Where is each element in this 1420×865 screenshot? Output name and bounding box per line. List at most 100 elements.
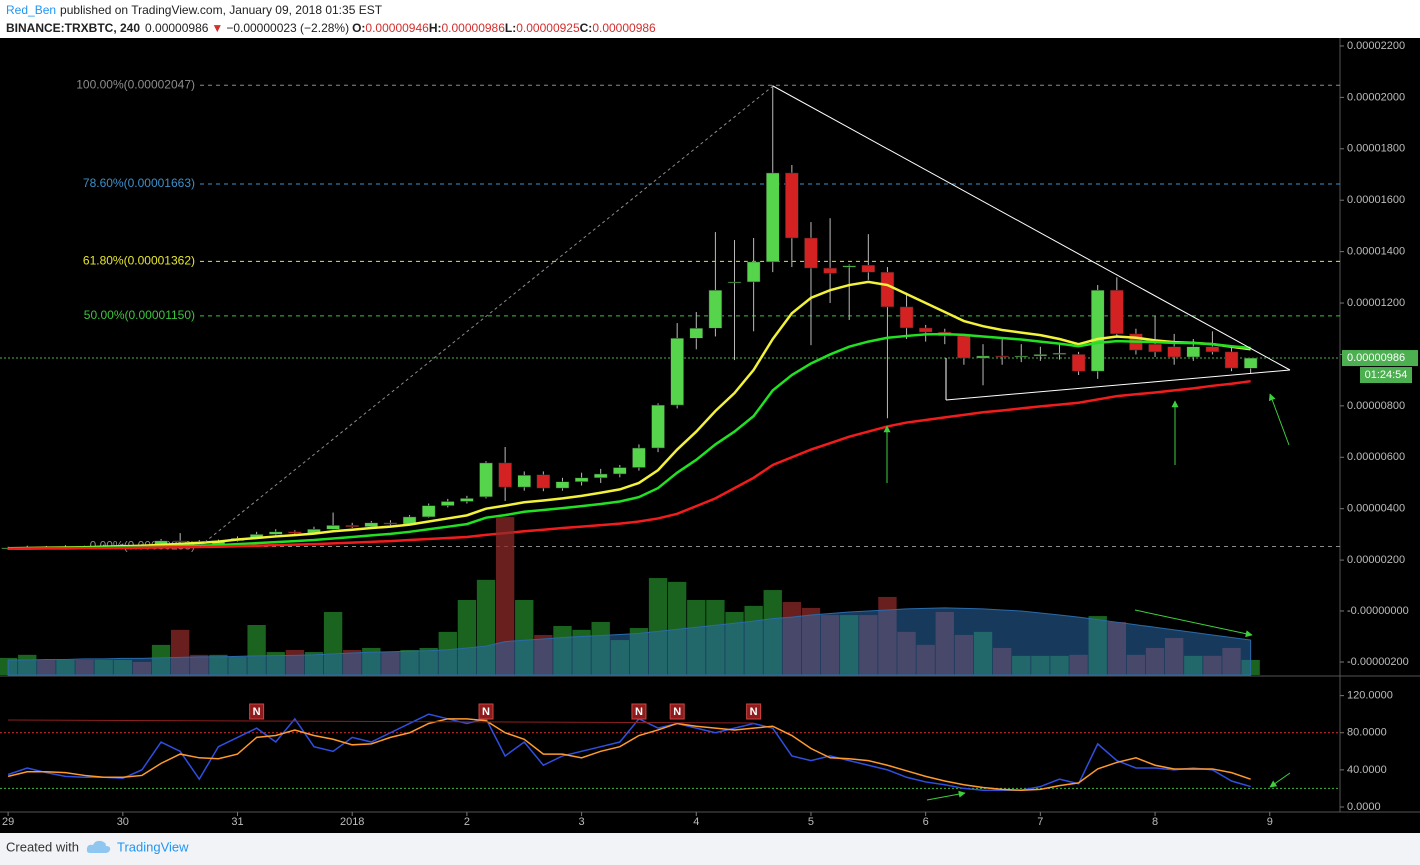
ohlc-value: 0.00000986 <box>592 21 656 35</box>
marker-label: N <box>673 706 681 718</box>
triangle-line <box>772 85 1291 371</box>
candle-body <box>899 306 914 329</box>
candle-body <box>1148 343 1162 353</box>
drawings <box>7 85 1291 801</box>
candle-body <box>670 337 684 406</box>
divergence-line <box>7 719 755 724</box>
header-line-1: Red_Ben published on TradingView.com, Jan… <box>6 3 383 17</box>
fib-label: 50.00%(0.00001150) <box>84 308 195 322</box>
arrow <box>1134 609 1253 638</box>
x-tick-label: 3 <box>579 816 585 828</box>
x-tick-label: 8 <box>1152 816 1158 828</box>
candle-body <box>613 467 627 475</box>
ohlc-key: C: <box>580 21 593 35</box>
marker-box <box>249 703 265 720</box>
y-tick-label: 0.00001200 <box>1347 297 1405 309</box>
y-tick-label: 0.0000 <box>1347 801 1381 813</box>
marker-box <box>746 703 762 720</box>
candle-body <box>785 172 799 239</box>
candle-body <box>1033 354 1048 357</box>
marker-label: N <box>482 706 490 718</box>
candle-body <box>326 525 340 530</box>
published: published on TradingView.com, January 09… <box>60 3 383 17</box>
author[interactable]: Red_Ben <box>6 3 56 17</box>
candle-body <box>1052 352 1067 355</box>
candle-body <box>861 264 876 273</box>
candle-body <box>268 531 283 535</box>
fib-label: 61.80%(0.00001362) <box>83 254 195 268</box>
candle-body <box>383 522 398 525</box>
x-tick-label: 31 <box>231 816 243 828</box>
x-tick-label: 2 <box>464 816 470 828</box>
candle-body <box>1090 289 1105 372</box>
candle-body <box>727 281 742 284</box>
change: −0.00000023 (−2.28%) <box>226 21 349 35</box>
ohlc-key: L: <box>505 21 516 35</box>
tradingview-brand[interactable]: TradingView <box>117 839 189 854</box>
footer-background <box>0 833 1420 865</box>
created-with: Created with <box>6 839 79 854</box>
y-tick-label: 120.0000 <box>1347 690 1393 702</box>
y-tick-label: 0.00001400 <box>1347 246 1405 258</box>
y-tick-label: 0.00000400 <box>1347 503 1405 515</box>
y-tick-label: 0.00000600 <box>1347 451 1405 463</box>
ohlc-value: 0.00000925 <box>516 21 580 35</box>
ohlc-key: O: <box>352 21 365 35</box>
change-arrow: ▼ <box>211 21 223 35</box>
symbol: BINANCE:TRXBTC, 240 <box>6 21 140 35</box>
candle-body <box>536 474 551 489</box>
countdown: 01:24:54 <box>1365 369 1408 381</box>
price: 0.00000986 <box>145 21 209 35</box>
candle-body <box>173 540 187 543</box>
candle-body <box>498 462 512 488</box>
candle-body <box>1205 346 1220 353</box>
candle-body <box>1167 346 1181 358</box>
y-tick-label: 0.00000200 <box>1347 554 1405 566</box>
candle-body <box>804 237 818 269</box>
moving-average <box>8 332 1251 550</box>
ohlc-value: 0.00000946 <box>365 21 429 35</box>
candle-body <box>842 265 856 268</box>
arrow <box>1269 772 1291 788</box>
candle-body <box>708 289 723 329</box>
x-tick-label: 29 <box>2 816 14 828</box>
triangle-line <box>945 369 1291 401</box>
marker-label: N <box>253 706 261 718</box>
y-tick-label: 80.0000 <box>1347 727 1387 739</box>
candle-body <box>421 505 436 518</box>
y-tick-label: -0.00000200 <box>1347 656 1409 668</box>
candle-body <box>976 355 990 359</box>
marker-box <box>669 703 685 720</box>
candle-body <box>364 522 379 527</box>
x-tick-label: 30 <box>117 816 129 828</box>
candle-body <box>823 267 837 274</box>
marker-label: N <box>750 706 758 718</box>
y-tick-label: 0.00000800 <box>1347 400 1405 412</box>
last-price-box <box>1342 350 1418 367</box>
candle-body <box>880 271 895 308</box>
candle-body <box>1071 354 1086 372</box>
candle-body <box>651 404 665 449</box>
x-tick-label: 2018 <box>340 816 364 828</box>
candle-body <box>918 327 933 333</box>
moving-average <box>8 280 1251 550</box>
candle-body <box>345 525 359 527</box>
x-tick-label: 5 <box>808 816 814 828</box>
marker-box <box>478 703 494 720</box>
header-line-2: BINANCE:TRXBTC, 240 0.00000986 ▼ −0.0000002… <box>6 21 656 35</box>
tradingview-logo[interactable] <box>86 840 111 853</box>
x-tick-label: 7 <box>1037 816 1043 828</box>
fib-label: 100.00%(0.00002047) <box>76 77 195 91</box>
oscillator-line <box>7 713 1251 792</box>
y-tick-label: -0.00000000 <box>1347 605 1409 617</box>
candle-body <box>288 531 302 534</box>
candle-body <box>957 335 971 359</box>
volume-bar <box>495 517 515 675</box>
candle-body <box>1243 357 1258 369</box>
marker-box <box>631 703 647 720</box>
countdown-box <box>1360 367 1412 384</box>
fib-label: 78.60%(0.00001663) <box>83 176 195 190</box>
candle-body <box>765 172 780 263</box>
candle-body <box>479 462 493 498</box>
